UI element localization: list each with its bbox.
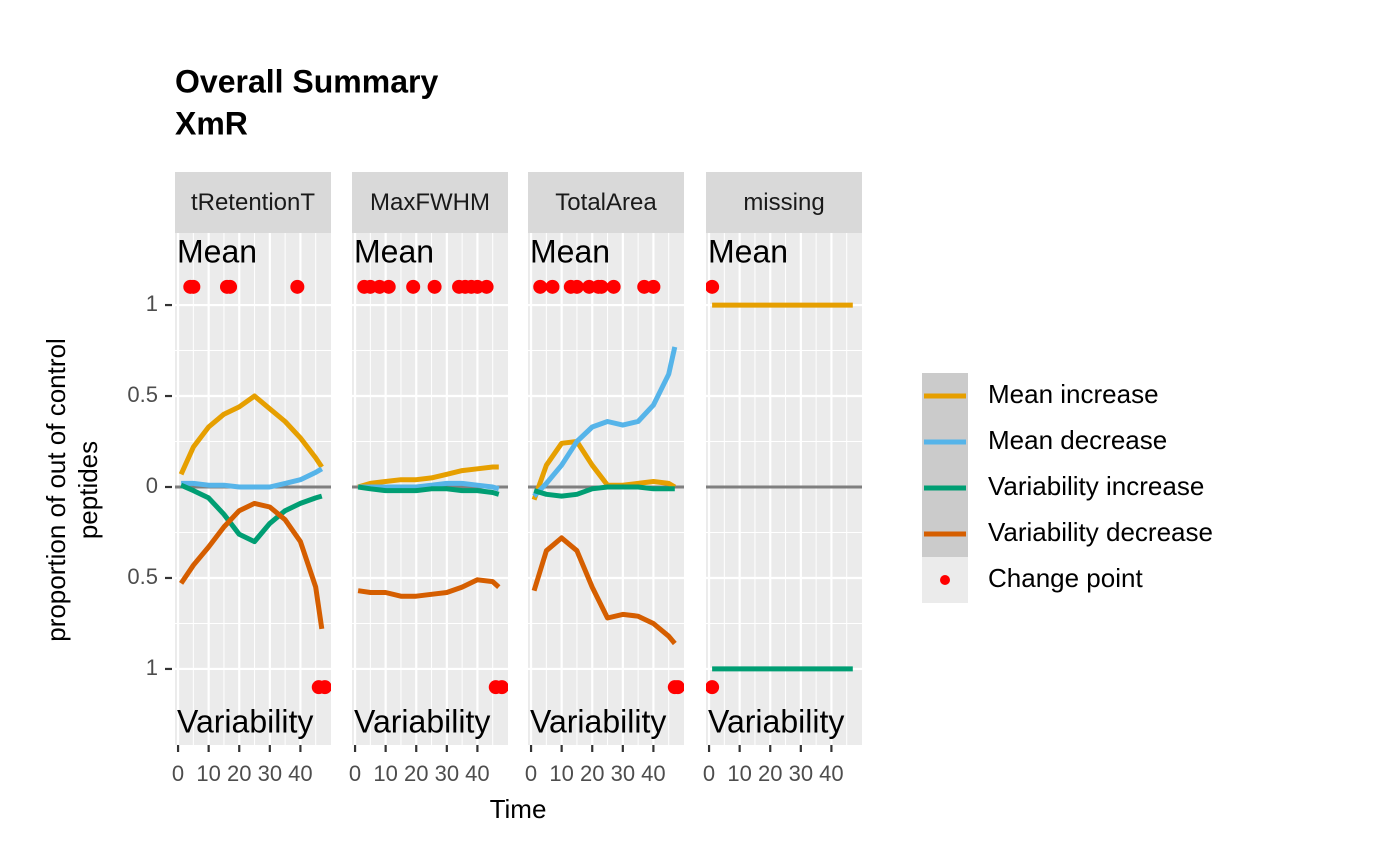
series-line <box>531 535 677 646</box>
panel-label: Variability <box>708 703 844 739</box>
x-tick-label: 10 <box>196 761 220 786</box>
change-point <box>290 279 305 294</box>
panel-label: Mean <box>530 233 610 269</box>
change-point <box>494 680 508 695</box>
change-point <box>670 680 684 695</box>
x-tick-label: 40 <box>288 761 312 786</box>
chart-title: Overall Summary <box>175 63 438 99</box>
strip-label: missing <box>743 189 824 216</box>
series-line <box>357 577 501 599</box>
strip-background <box>528 172 684 233</box>
panel-label: Variability <box>177 703 313 739</box>
panel-label: Mean <box>177 233 257 269</box>
strip-background <box>706 172 862 233</box>
change-point <box>533 279 548 294</box>
change-point <box>406 279 421 294</box>
legend-label: Mean decrease <box>988 425 1167 455</box>
change-point <box>186 279 201 294</box>
panel-label: Variability <box>354 703 490 739</box>
strip-label: MaxFWHM <box>370 189 490 216</box>
strip-label: tRetentionT <box>191 189 315 216</box>
change-point <box>223 279 238 294</box>
y-tick-label: 1 <box>146 291 158 316</box>
x-tick-label: 10 <box>727 761 751 786</box>
strip-background <box>175 172 331 233</box>
legend-label: Variability decrease <box>988 517 1213 547</box>
series-line <box>181 466 324 490</box>
x-tick-label: 20 <box>404 761 428 786</box>
change-point <box>381 279 396 294</box>
strip: missing <box>743 189 824 216</box>
change-point <box>427 279 442 294</box>
panel: Mean Variability <box>706 233 862 745</box>
series-line <box>180 482 323 545</box>
change-point <box>545 279 560 294</box>
x-tick-label: 0 <box>525 761 537 786</box>
y-tick-label: 0.5 <box>127 382 158 407</box>
panel: Mean Variability <box>528 233 684 745</box>
strip-label: TotalArea <box>555 189 657 216</box>
x-tick-label: 30 <box>611 761 635 786</box>
strip: TotalArea <box>555 189 657 216</box>
x-tick-label: 0 <box>172 761 184 786</box>
y-axis-title: peptides <box>73 441 103 539</box>
x-tick-label: 0 <box>349 761 361 786</box>
panel-label: Mean <box>354 233 434 269</box>
x-tick-label: 40 <box>641 761 665 786</box>
change-point <box>646 279 661 294</box>
series-line <box>532 346 678 498</box>
y-tick-label: 0.5 <box>127 564 158 589</box>
strip-background <box>352 172 508 233</box>
x-tick-label: 20 <box>227 761 251 786</box>
series-line <box>357 484 500 497</box>
y-axis-title: proportion of out of control <box>41 338 71 642</box>
change-point <box>569 279 584 294</box>
panel-label: Variability <box>530 703 666 739</box>
series-line <box>358 480 500 492</box>
y-tick-label: 1 <box>146 655 158 680</box>
panel: Mean Variability <box>352 233 508 745</box>
x-tick-label: 20 <box>580 761 604 786</box>
panel: Mean Variability <box>175 233 331 745</box>
change-point <box>706 680 720 695</box>
legend-swatch <box>940 575 950 585</box>
x-tick-label: 0 <box>703 761 715 786</box>
x-tick-label: 10 <box>373 761 397 786</box>
x-tick-label: 20 <box>758 761 782 786</box>
legend-label: Change point <box>988 563 1143 593</box>
x-tick-label: 10 <box>549 761 573 786</box>
change-point <box>594 279 609 294</box>
x-tick-label: 40 <box>465 761 489 786</box>
panel-label: Mean <box>708 233 788 269</box>
x-tick-label: 40 <box>819 761 843 786</box>
panel-background <box>706 233 862 745</box>
x-axis-title: Time <box>490 794 547 824</box>
change-point <box>606 279 621 294</box>
x-tick-label: 30 <box>435 761 459 786</box>
x-tick-label: 30 <box>258 761 282 786</box>
change-point <box>479 279 494 294</box>
x-tick-label: 30 <box>789 761 813 786</box>
change-point <box>706 279 720 294</box>
series-line <box>533 484 675 499</box>
strip: tRetentionT <box>191 189 315 216</box>
legend-label: Mean increase <box>988 379 1159 409</box>
series-line <box>178 393 324 476</box>
series-line <box>357 464 499 490</box>
series-line <box>179 500 325 630</box>
strip: MaxFWHM <box>370 189 490 216</box>
legend-label: Variability increase <box>988 471 1204 501</box>
change-point <box>317 680 331 695</box>
chart-title: XmR <box>175 105 248 141</box>
y-tick-label: 0 <box>146 473 158 498</box>
